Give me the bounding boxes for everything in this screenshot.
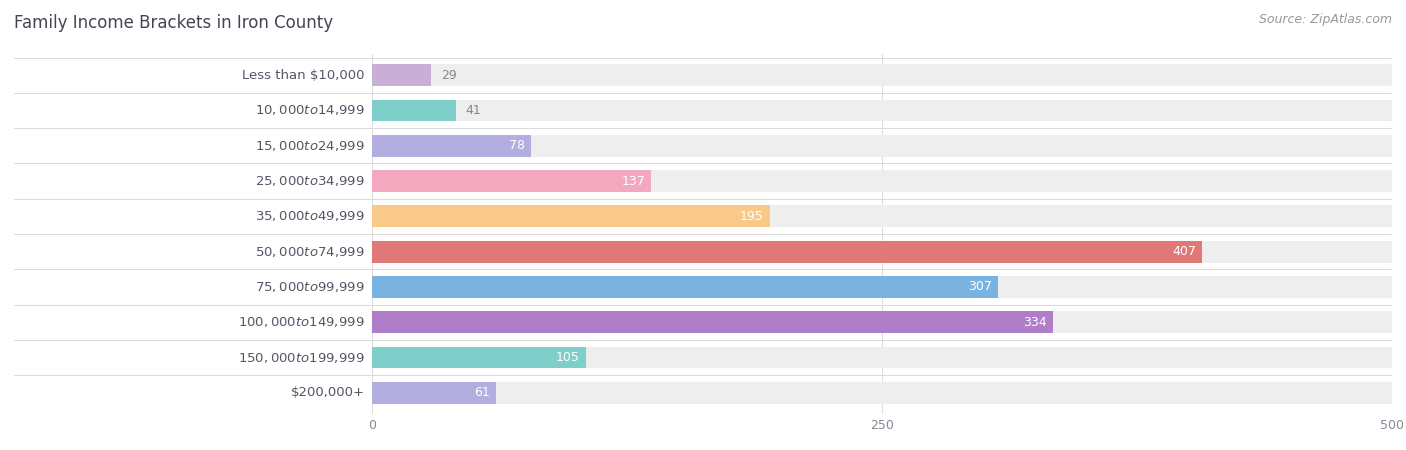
- Text: 195: 195: [740, 210, 763, 223]
- Text: $35,000 to $49,999: $35,000 to $49,999: [254, 209, 364, 223]
- Bar: [373, 241, 1202, 263]
- Text: $50,000 to $74,999: $50,000 to $74,999: [254, 245, 364, 259]
- Text: $25,000 to $34,999: $25,000 to $34,999: [254, 174, 364, 188]
- Bar: [373, 382, 496, 404]
- Bar: [373, 135, 531, 157]
- Text: $75,000 to $99,999: $75,000 to $99,999: [254, 280, 364, 294]
- Text: 334: 334: [1024, 316, 1047, 329]
- Text: $100,000 to $149,999: $100,000 to $149,999: [238, 315, 364, 329]
- Text: 61: 61: [474, 386, 491, 399]
- Bar: [373, 346, 1392, 369]
- Text: 78: 78: [509, 139, 524, 152]
- Bar: [373, 276, 1392, 298]
- Bar: [373, 382, 1392, 404]
- Bar: [373, 99, 1392, 122]
- Text: $10,000 to $14,999: $10,000 to $14,999: [254, 104, 364, 117]
- Text: 29: 29: [441, 69, 457, 82]
- Text: $15,000 to $24,999: $15,000 to $24,999: [254, 139, 364, 153]
- Bar: [373, 135, 1392, 157]
- Bar: [373, 311, 1392, 333]
- Bar: [373, 276, 998, 298]
- Text: 407: 407: [1173, 245, 1197, 258]
- Text: 41: 41: [465, 104, 481, 117]
- Text: Family Income Brackets in Iron County: Family Income Brackets in Iron County: [14, 14, 333, 32]
- Text: Less than $10,000: Less than $10,000: [242, 69, 364, 82]
- Text: 105: 105: [557, 351, 581, 364]
- Bar: [373, 205, 1392, 227]
- Bar: [373, 64, 432, 86]
- Bar: [373, 64, 1392, 86]
- Bar: [373, 241, 1392, 263]
- Text: 307: 307: [969, 280, 993, 293]
- Text: Source: ZipAtlas.com: Source: ZipAtlas.com: [1258, 14, 1392, 27]
- Text: 137: 137: [621, 175, 645, 188]
- Bar: [373, 205, 769, 227]
- Bar: [373, 170, 651, 192]
- Bar: [373, 346, 586, 369]
- Bar: [373, 99, 456, 122]
- Text: $200,000+: $200,000+: [291, 386, 364, 399]
- Bar: [373, 311, 1053, 333]
- Bar: [373, 170, 1392, 192]
- Text: $150,000 to $199,999: $150,000 to $199,999: [238, 351, 364, 364]
